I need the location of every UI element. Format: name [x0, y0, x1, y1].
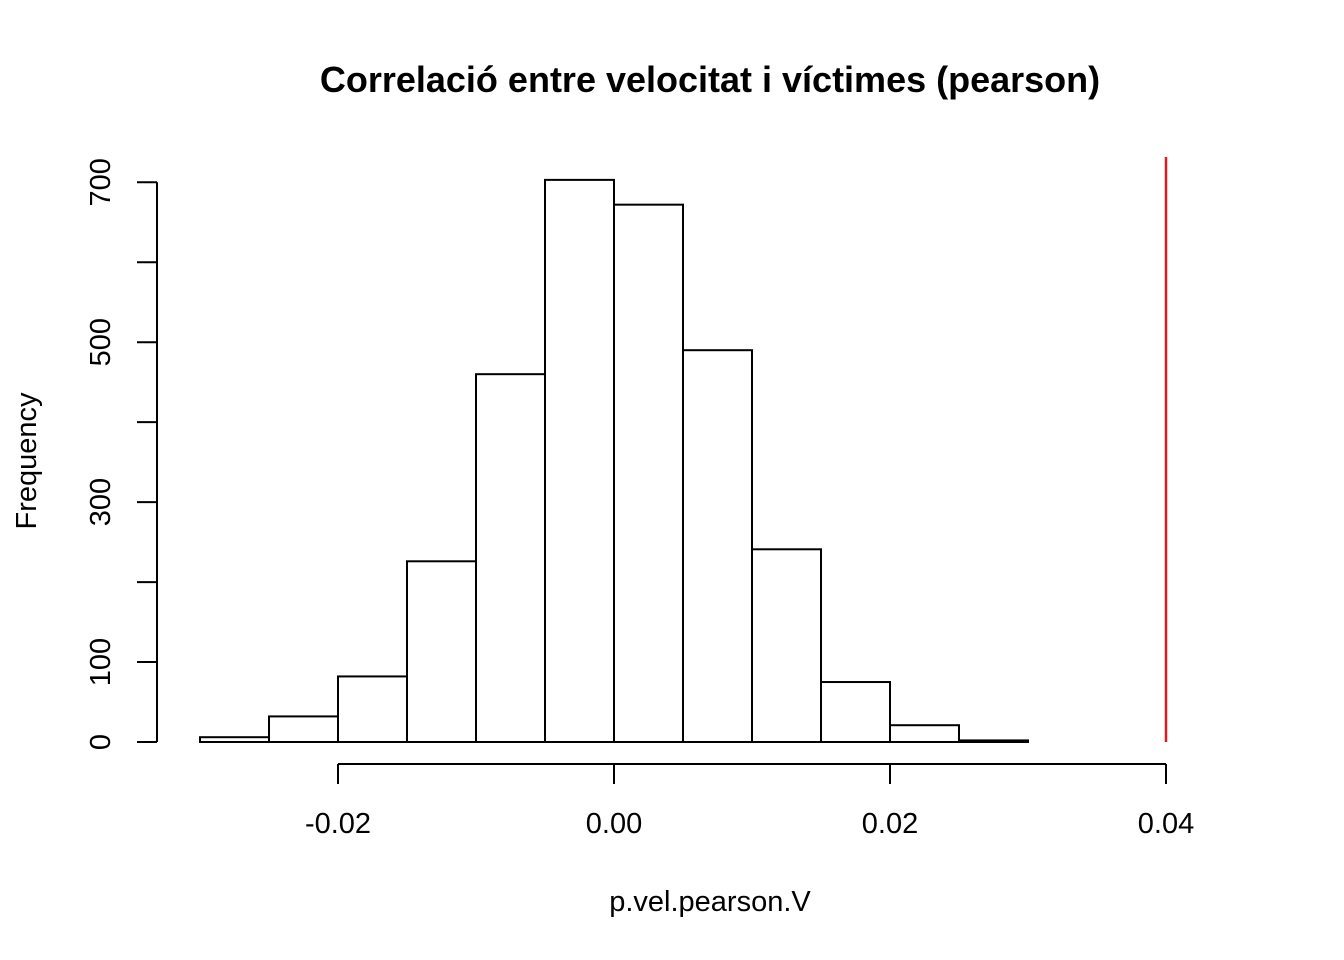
- histogram-bar: [544, 178, 615, 743]
- histogram-bars: [199, 178, 1029, 744]
- x-tick-label: 0.02: [862, 808, 918, 840]
- histogram-bar: [406, 560, 477, 743]
- histogram-bar: [268, 715, 339, 743]
- x-tick-label: 0.04: [1138, 808, 1194, 840]
- x-axis: -0.02 0.00 0.02 0.04: [305, 763, 1194, 840]
- y-tick-label: 100: [85, 638, 117, 686]
- x-axis-label: p.vel.pearson.V: [609, 886, 811, 918]
- y-tick-label: 700: [85, 158, 117, 206]
- histogram-bar: [199, 736, 270, 743]
- y-tick-label: 300: [85, 478, 117, 526]
- histogram-bar: [958, 739, 1029, 744]
- histogram-bar: [751, 548, 822, 743]
- histogram-bar: [889, 724, 960, 743]
- histogram-bar: [475, 373, 546, 743]
- x-tick-label: -0.02: [305, 808, 371, 840]
- histogram-bar: [613, 203, 684, 743]
- y-axis-label: Frequency: [11, 392, 43, 530]
- x-tick-label: 0.00: [586, 808, 642, 840]
- histogram-bar: [337, 675, 408, 743]
- chart-title: Correlació entre velocitat i víctimes (p…: [320, 59, 1100, 100]
- histogram-bar: [682, 349, 753, 743]
- y-tick-label: 0: [85, 734, 117, 750]
- histogram-bar: [820, 681, 891, 744]
- y-tick-label: 500: [85, 318, 117, 366]
- y-axis: 0 100 300 500 700: [85, 158, 158, 750]
